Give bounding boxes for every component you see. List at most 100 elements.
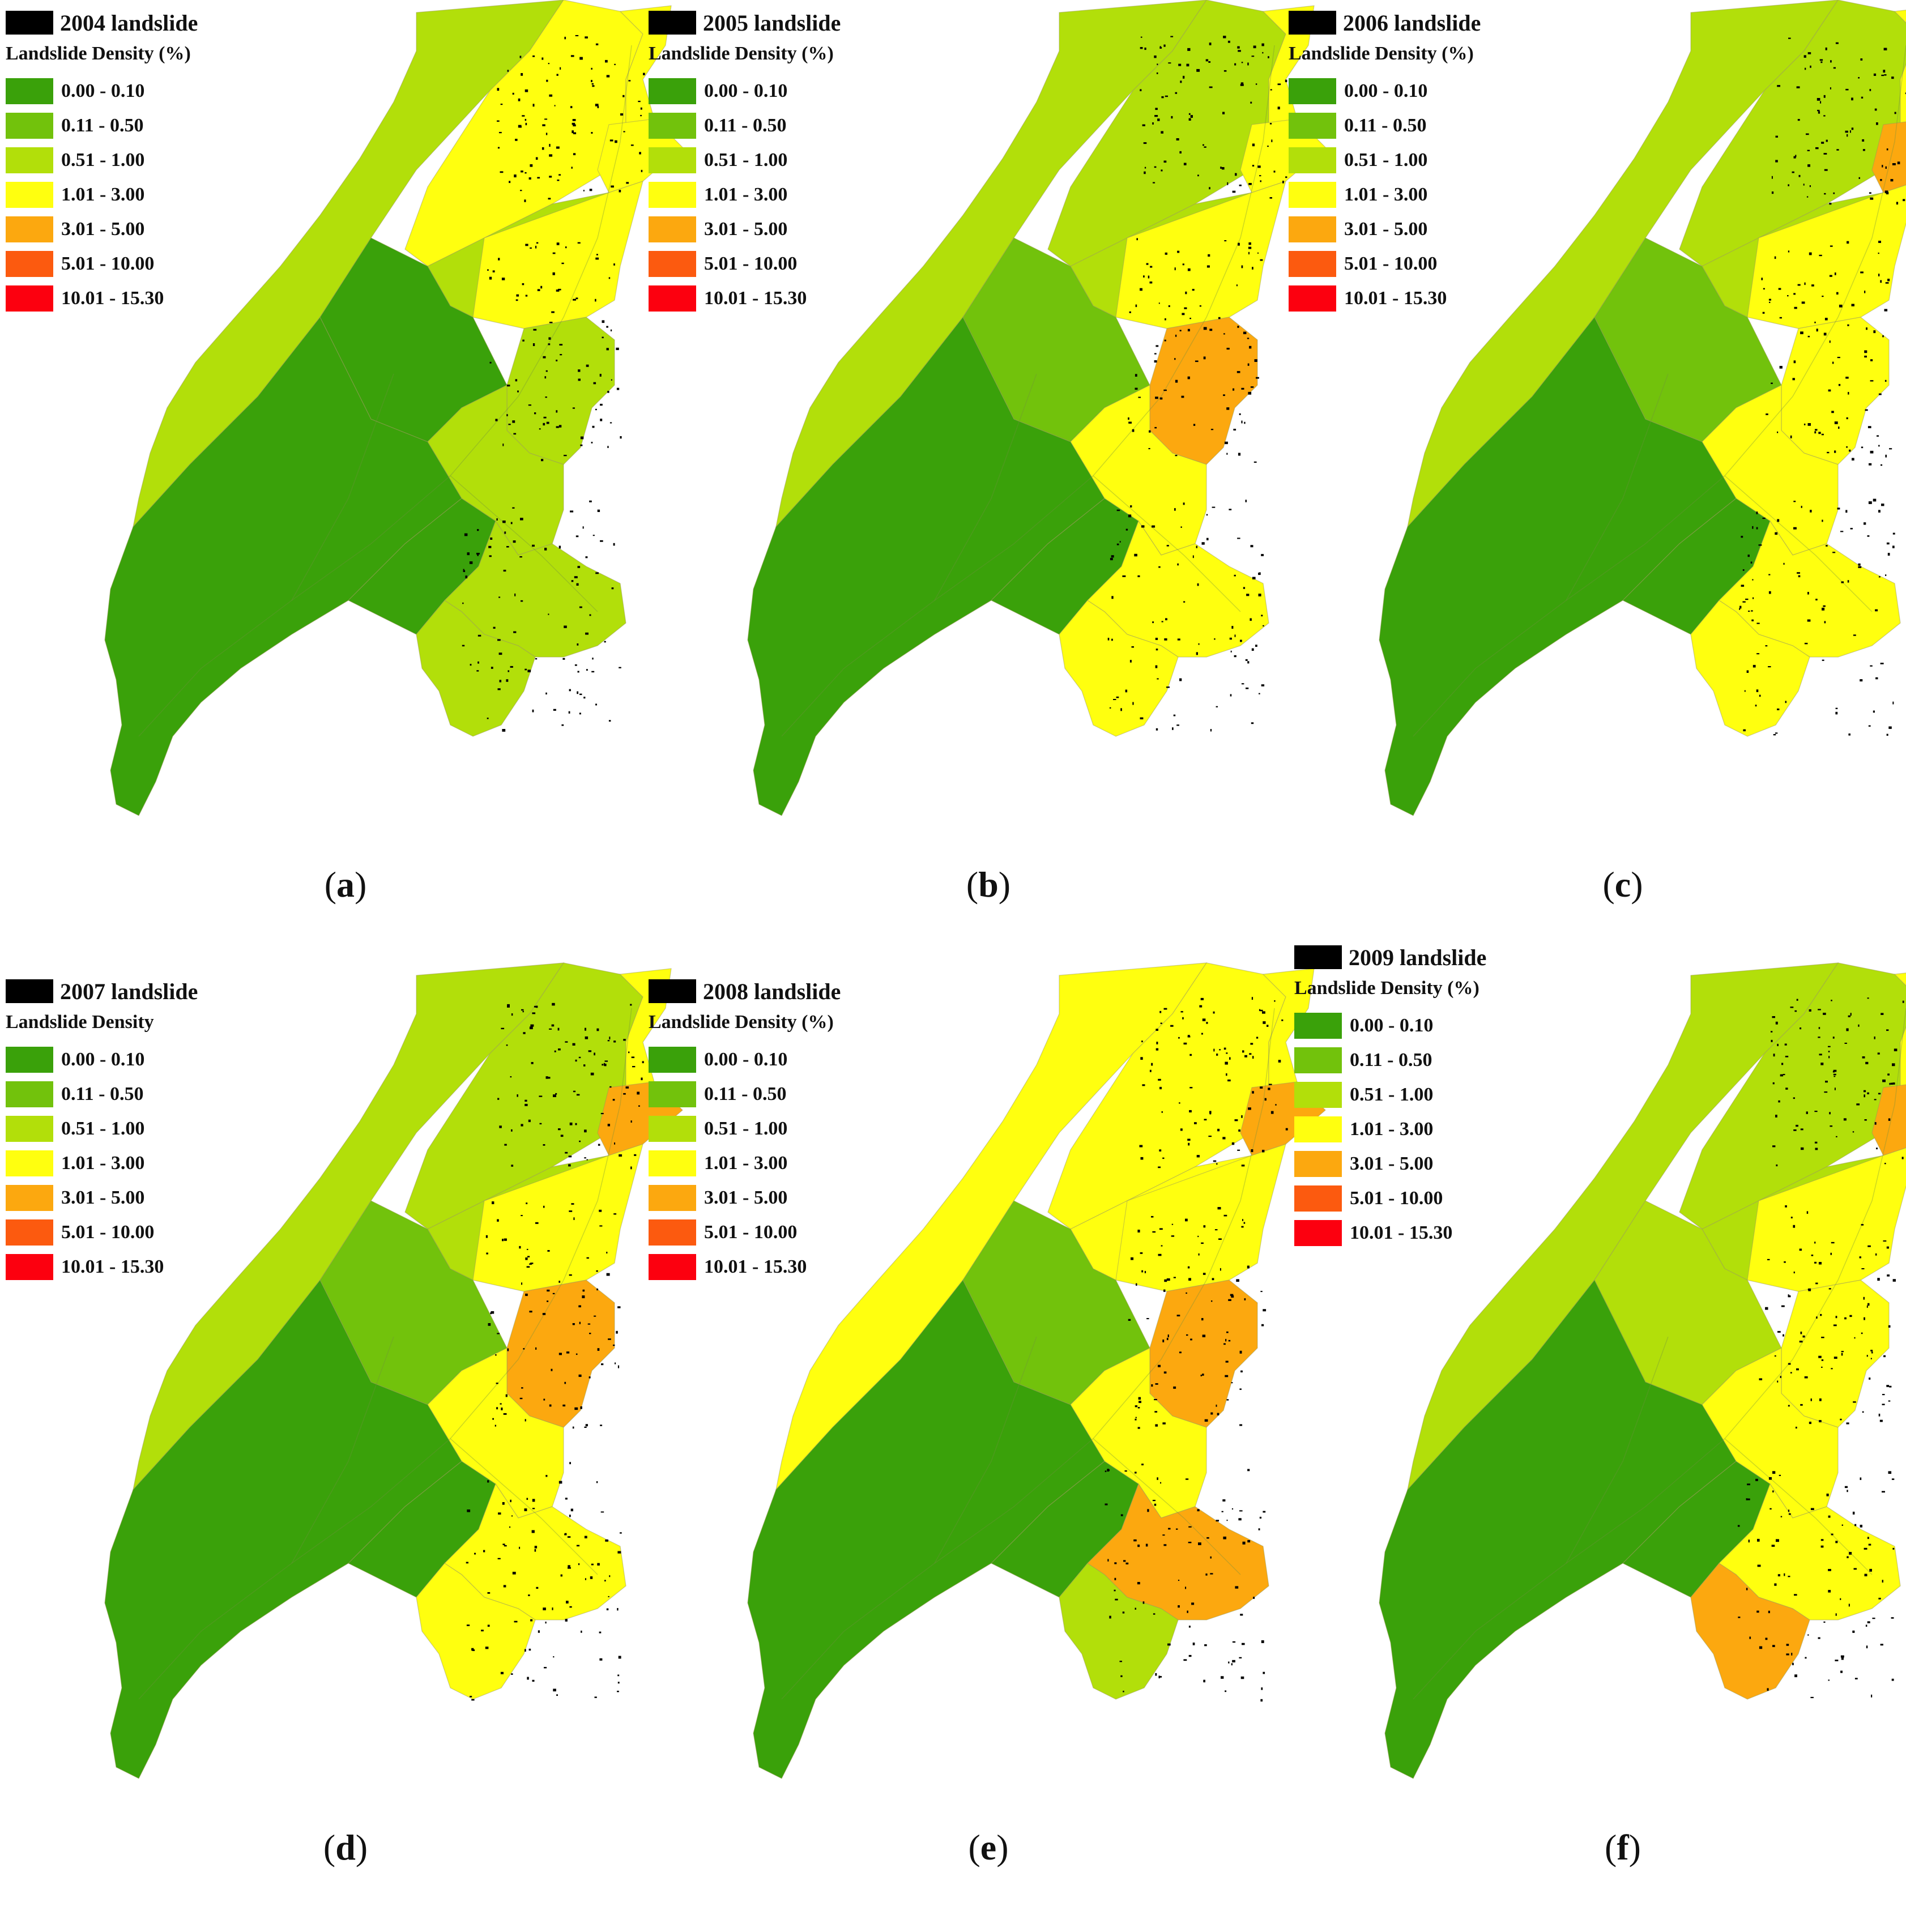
landslide-point [1807,335,1810,338]
landslide-point [1238,453,1241,456]
landslide-point [1830,1252,1832,1255]
landslide-point [597,509,600,512]
landslide-point [1801,1147,1804,1150]
landslide-point [534,1549,536,1552]
legend-label: 0.51 - 1.00 [704,1118,788,1139]
landslide-point [507,1004,510,1006]
landslide-point [1819,59,1823,61]
landslide-point [507,70,509,72]
landslide-point [1247,661,1250,664]
landslide-point [1860,679,1863,682]
landslide-point [1125,1562,1129,1564]
landslide-point [543,1144,545,1146]
landslide-point [570,55,574,57]
landslide-point [1154,1503,1157,1506]
landslide-point [1771,176,1773,179]
river-lines [138,1008,632,1700]
legend-swatch [6,1253,53,1280]
landslide-point [1185,1586,1187,1589]
landslide-point [1187,268,1191,271]
landslide-point [1890,179,1894,182]
landslide-point [1776,1164,1778,1167]
landslide-point [525,1293,528,1296]
landslide-point [611,185,614,188]
landslide-point [1161,621,1163,622]
landslide-point [1788,1576,1790,1577]
landslide-point [558,545,561,549]
landslide-point [500,1403,502,1405]
legend-item: 0.11 - 0.50 [1294,1043,1486,1077]
landslide-point [1155,1383,1158,1385]
landslide-point [519,1246,521,1249]
landslide-point [1124,1470,1127,1472]
landslide-point [1809,252,1812,255]
landslide-point [1209,86,1213,88]
landslide-point [1867,1537,1869,1539]
landslide-point [555,1093,557,1095]
landslide-point [541,147,544,150]
landslide-point [613,543,615,546]
landslide-point [1128,514,1132,518]
map-panel-f: 2009 landslide Landslide Density (%) 0.0… [1294,945,1906,1914]
legend-item: 10.01 - 15.30 [1289,281,1481,315]
landslide-point [521,1009,524,1011]
landslide-point [606,326,608,328]
landslide-point [1220,167,1222,169]
landslide-point [1221,1511,1223,1512]
landslide-point [1240,82,1244,84]
landslide-point [1783,1074,1785,1076]
landslide-point [1151,1063,1153,1066]
landslide-point [1827,451,1830,454]
landslide-point [607,1040,610,1042]
landslide-point [1747,555,1750,557]
landslide-point [1757,1538,1760,1542]
landslide-point [1768,298,1771,301]
landslide-point [1771,1031,1773,1033]
landslide-point [1837,357,1840,359]
landslide-point [574,576,578,578]
legend-label: 1.01 - 3.00 [1344,184,1428,205]
landslide-point [545,1622,547,1624]
landslide-point [611,587,614,590]
legend-item: 0.00 - 0.10 [649,1042,841,1077]
landslide-point [1161,169,1163,172]
legend-label: 5.01 - 10.00 [704,1221,798,1243]
landslide-point [1234,634,1236,637]
landslide-point [1147,1509,1149,1512]
landslide-point [1861,1268,1865,1269]
landslide-point [1189,1054,1192,1056]
landslide-point [543,356,546,359]
legend-label: 5.01 - 10.00 [1344,253,1438,274]
landslide-point [1192,289,1195,291]
landslide-point [1158,1166,1161,1168]
landslide-point [1867,1621,1870,1623]
landslide-point [1882,1394,1885,1396]
landslide-point [529,1311,532,1313]
landslide-point [1248,391,1252,395]
landslide-point [1742,569,1745,571]
landslide-point [608,1338,611,1340]
landslide-point [462,645,465,647]
landslide-point [1186,1292,1187,1294]
landslide-point [1137,1407,1140,1409]
landslide-point [1882,1580,1883,1583]
landslide-point [1247,1265,1250,1269]
landslide-point [620,436,622,439]
landslide-point [1783,562,1785,565]
landslide-point [1872,1618,1875,1619]
landslide-point [1253,1597,1255,1599]
landslide-point [496,518,498,521]
landslide-point [1809,1422,1811,1425]
landslide-point [565,1041,568,1043]
landslide-point [1796,86,1800,88]
legend-item: 1.01 - 3.00 [6,1146,198,1180]
landslide-point [571,580,574,582]
landslide-point [525,295,528,297]
landslide-point [1155,345,1159,347]
landslide-point [1189,1110,1192,1112]
landslide-point [496,1407,498,1410]
landslide-point [1189,318,1191,319]
landslide-point [1248,242,1251,245]
landslide-point [1790,1006,1794,1008]
landslide-point [558,1048,561,1051]
